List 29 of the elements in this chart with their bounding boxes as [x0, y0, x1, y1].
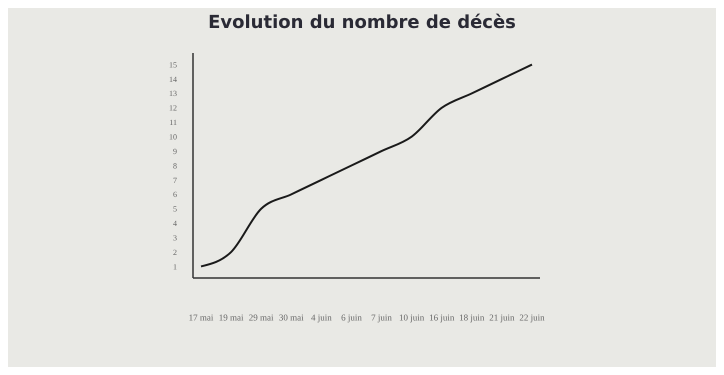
y-tick-label: 4: [173, 219, 177, 228]
y-tick-label: 11: [169, 118, 177, 128]
x-tick-label: 16 juin: [429, 312, 455, 322]
x-tick-label: 10 juin: [399, 312, 425, 322]
y-tick-label: 15: [169, 60, 177, 70]
y-tick-label: 7: [173, 176, 177, 185]
x-tick-label: 21 juin: [489, 312, 516, 322]
x-tick-label: 18 juin: [459, 312, 485, 322]
y-tick-label: 9: [173, 146, 177, 156]
x-tick-label: 22 juin: [519, 312, 546, 322]
x-tick-label: 7 juin: [371, 312, 392, 322]
y-tick-label: 14: [169, 74, 177, 84]
y-tick-label: 6: [173, 190, 177, 200]
x-tick-label: 6 juin: [341, 312, 362, 322]
line-series: [200, 64, 533, 268]
y-tick-label: 8: [173, 161, 177, 170]
x-tick-label: 30 mai: [278, 312, 304, 322]
y-tick-label: 2: [173, 248, 177, 257]
y-tick-label: 10: [169, 132, 177, 142]
y-tick-label: 13: [169, 89, 177, 98]
y-tick-label: 3: [173, 233, 177, 242]
x-tick-label: 4 juin: [310, 312, 332, 322]
x-tick-label: 17 mai: [188, 312, 214, 322]
x-tick-label: 19 mai: [218, 312, 244, 322]
chart-title: Evolution du nombre de décès: [207, 12, 517, 33]
x-tick-label: 29 mai: [248, 312, 274, 322]
y-tick-label: 1: [173, 262, 177, 272]
y-tick-label: 5: [173, 204, 177, 214]
y-tick-label: 12: [169, 104, 177, 113]
